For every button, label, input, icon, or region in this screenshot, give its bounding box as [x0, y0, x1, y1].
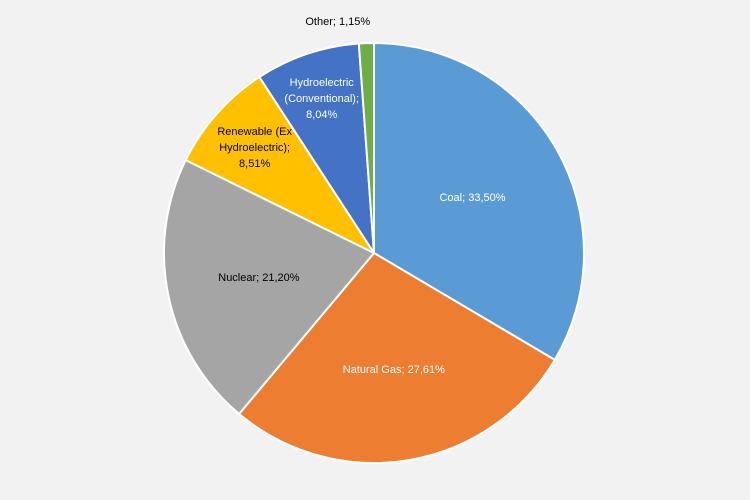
pie-slice-renewable-ex-hydroelectric [184, 75, 377, 256]
pie-slice-hydroelectric-conventional [257, 42, 375, 254]
data-label-hydroelectric-conventional: Hydroelectric (Conventional); 8,04% [284, 77, 359, 121]
data-label-coal: Coal; 33,50% [439, 192, 505, 204]
pie-slice-other [357, 41, 375, 254]
pie-slice-coal [373, 41, 585, 362]
pie-slices [163, 41, 585, 464]
data-label-renewable-ex-hydroelectric: Renewable (Ex Hydroelectric); 8,51% [217, 126, 292, 170]
data-label-nuclear: Nuclear; 21,20% [218, 272, 300, 284]
data-label-other: Other; 1,15% [305, 16, 370, 28]
data-label-natural-gas: Natural Gas; 27,61% [343, 364, 445, 376]
pie-labels: Coal; 33,50% Natural Gas; 27,61% Nuclear; … [217, 16, 505, 376]
pie-slice-nuclear [163, 158, 376, 416]
pie-slice-natural-gas [237, 251, 557, 464]
